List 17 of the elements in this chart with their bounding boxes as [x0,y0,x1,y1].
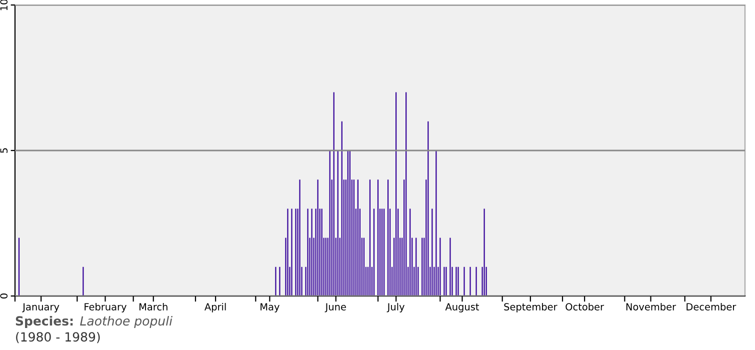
x-tick-label: September [504,302,558,312]
x-tick-label: June [324,303,346,312]
x-tick-label: July [386,302,404,312]
y-tick-label: 5 [0,148,8,153]
x-tick-label: May [260,303,280,312]
x-tick-label: March [140,302,168,310]
x-tick-label: November [626,302,676,310]
x-tick-label: August [445,303,480,312]
text: (1980 - 1989) [16,332,100,344]
y-tick-label: 0 [0,294,8,298]
x-tick-label: April [204,302,226,312]
x-tick-label: January [22,303,60,312]
x-tick-label: October [566,302,604,310]
x-tick-label: February [84,302,126,312]
x-tick-label: December [686,302,736,310]
text: Species: [16,316,73,328]
text: Laothoe populi [80,316,172,328]
